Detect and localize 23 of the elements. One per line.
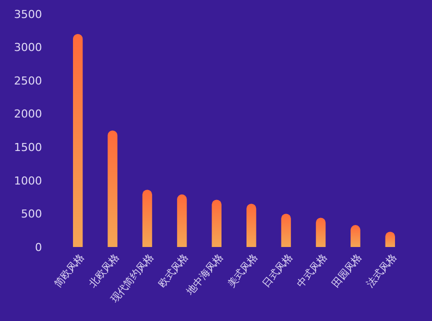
- y-tick-label: 1000: [14, 174, 42, 188]
- bar: [316, 218, 326, 247]
- y-tick-label: 2000: [14, 108, 42, 121]
- x-tick-label: 日式风格: [260, 251, 296, 290]
- x-tick-label: 中式风格: [294, 251, 330, 290]
- bar: [350, 225, 360, 247]
- y-tick-label: 0: [35, 240, 42, 254]
- bar: [177, 194, 187, 247]
- x-tick-label: 美式风格: [225, 251, 260, 290]
- y-tick-label: 2500: [14, 74, 42, 88]
- y-tick-label: 1500: [14, 140, 42, 154]
- bar: [246, 204, 256, 247]
- bar: [72, 34, 83, 247]
- bar: [212, 200, 222, 247]
- y-tick-label: 500: [21, 208, 42, 221]
- y-tick-label: 3000: [14, 41, 42, 54]
- x-tick-label: 法式风格: [364, 251, 400, 290]
- y-tick-label: 3500: [14, 8, 42, 21]
- x-tick-label: 田园风格: [330, 251, 364, 290]
- bar: [281, 214, 291, 247]
- x-tick-label: 简欧风格: [52, 251, 87, 290]
- bar: [142, 190, 152, 247]
- bar: [108, 130, 118, 247]
